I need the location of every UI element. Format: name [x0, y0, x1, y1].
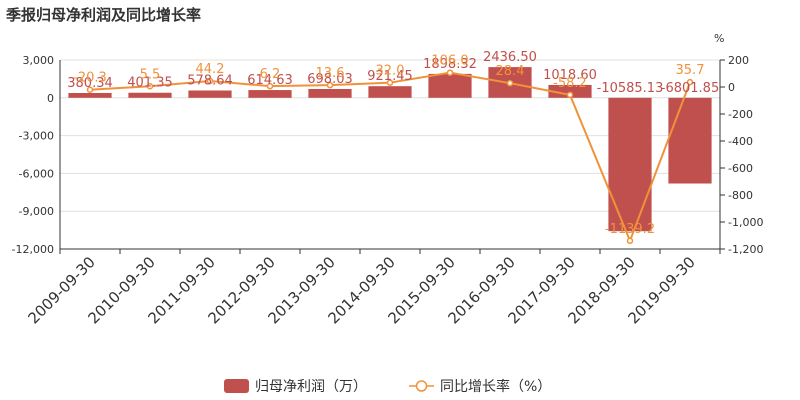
line-point [86, 86, 94, 93]
line-data-label: -20.3 [73, 71, 107, 86]
bar-series [68, 67, 712, 232]
bar-data-label: -6801.85 [661, 81, 719, 96]
legend-line-marker [415, 380, 428, 392]
line-point [266, 82, 274, 90]
right-tick-label: -400 [728, 135, 753, 148]
bar-data-label: 2436.50 [483, 50, 537, 65]
right-axis-unit: % [714, 32, 724, 45]
bar-data-label: 921.45 [367, 69, 413, 84]
line-point [146, 83, 154, 90]
right-tick-label: -200 [728, 108, 753, 121]
chart-title: 季报归母净利润及同比增长率 [6, 6, 202, 24]
bar [368, 86, 412, 98]
left-tick-label: -9,000 [19, 205, 54, 218]
bar [428, 73, 472, 98]
line-point [446, 69, 454, 76]
right-tick-label: 200 [728, 54, 749, 67]
bar-data-label: 1898.32 [423, 57, 477, 72]
left-tick-label: 3,000 [23, 54, 55, 67]
line-data-labels: -20.3 5.5 44.2 6.2 13.6 32.0 106.0 28.4 -58.2 -11… [73, 54, 704, 237]
right-tick-label: 0 [728, 81, 735, 94]
line-point [206, 77, 214, 85]
line-data-label: 44.2 [196, 62, 225, 77]
right-tick-label: -600 [728, 162, 753, 175]
line-point [506, 79, 514, 87]
bar-data-label: 380.34 [67, 76, 113, 91]
line-data-label: 5.5 [140, 67, 161, 82]
bar [188, 90, 232, 98]
bar [128, 92, 172, 98]
line-series [86, 69, 694, 245]
line-data-label: 35.7 [676, 63, 705, 78]
legend-bar-label: 归母净利润（万） [255, 378, 367, 395]
legend: 归母净利润（万） 同比增长率（%） [224, 378, 551, 395]
right-tick-label: -1,200 [728, 243, 763, 256]
bar [668, 97, 712, 184]
left-tick-label: -3,000 [19, 130, 54, 143]
bar [548, 84, 592, 98]
bar-data-label: 401.35 [127, 76, 173, 91]
bar [608, 97, 652, 232]
line-point [326, 81, 334, 89]
legend-bar-swatch [224, 379, 249, 393]
bar [308, 89, 352, 98]
line-data-label: 13.6 [316, 66, 345, 81]
line-data-label: 32.0 [376, 64, 405, 79]
line-data-label: -58.2 [553, 76, 587, 91]
legend-line-label: 同比增长率（%） [440, 378, 551, 395]
bar-data-label: 698.03 [307, 72, 353, 87]
line-data-label: 6.2 [260, 67, 281, 82]
line-point [686, 78, 694, 86]
right-tick-label: -1,000 [728, 216, 763, 229]
line-point [566, 91, 574, 99]
line-data-label: 28.4 [496, 64, 525, 79]
left-tick-label: -6,000 [19, 167, 54, 180]
bar-data-labels: 380.34 401.35 578.64 614.63 698.03 921.45 1898… [67, 50, 719, 96]
bar-data-label: 1018.60 [543, 68, 597, 83]
bar-data-label: 578.64 [187, 74, 233, 89]
left-tick-label: -12,000 [12, 243, 54, 256]
line-point [626, 237, 634, 245]
right-tick-label: -800 [728, 189, 753, 202]
bar-data-label: -10585.13 [597, 81, 664, 96]
line-data-label: -1139.2 [605, 222, 655, 237]
bar-data-label: 614.63 [247, 73, 293, 88]
left-tick-label: 0 [47, 92, 54, 105]
bar [248, 90, 292, 98]
line-point [386, 79, 394, 86]
line-data-label: 106.0 [431, 54, 468, 69]
bar [68, 93, 112, 98]
